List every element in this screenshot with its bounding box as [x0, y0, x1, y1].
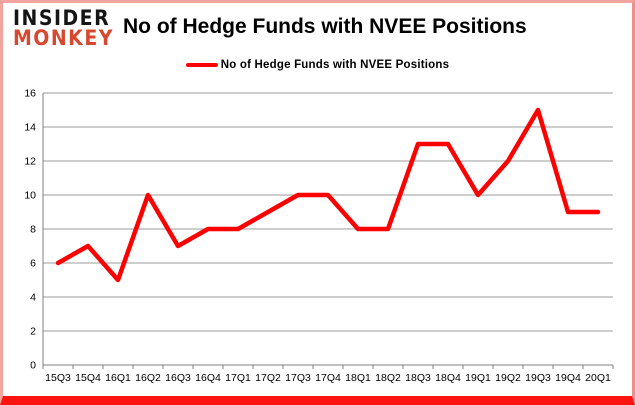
x-axis-tick-label: 16Q2 [135, 372, 161, 384]
y-axis-tick-label: 8 [30, 224, 36, 236]
x-axis-tick-label: 18Q4 [435, 372, 461, 384]
y-axis-tick-label: 10 [24, 190, 36, 202]
y-axis-tick-label: 4 [30, 292, 36, 304]
series-line [55, 107, 601, 283]
x-axis-tick-label: 18Q1 [345, 372, 371, 384]
y-axis-tick-label: 0 [30, 360, 36, 372]
x-axis-tick-label: 15Q4 [75, 372, 101, 384]
x-axis-tick-label: 16Q4 [195, 372, 221, 384]
x-axis-tick-label: 18Q3 [405, 372, 431, 384]
y-axis-tick-label: 2 [30, 326, 36, 338]
insider-monkey-logo: INSIDER MONKEY [13, 6, 114, 50]
x-axis-tick-label: 17Q3 [285, 372, 311, 384]
x-axis-tick-label: 19Q2 [495, 372, 521, 384]
x-axis-tick-label: 16Q1 [105, 372, 131, 384]
y-axis-tick-label: 6 [30, 258, 36, 270]
x-axis-tick-label: 17Q2 [255, 372, 281, 384]
x-axis-tick-label: 16Q3 [165, 372, 191, 384]
chart-plot-area: 0 2 4 6 8 10 12 14 16 15Q3 15Q4 16Q1 16Q2 16Q3 16Q4 17Q… [24, 88, 614, 384]
legend-label: No of Hedge Funds with NVEE Positions [220, 59, 450, 71]
logo-line-monkey: MONKEY [13, 25, 114, 50]
y-axis-tick-label: 14 [24, 122, 36, 134]
x-axis-tick-label: 15Q3 [45, 372, 71, 384]
y-axis-tick-label: 16 [24, 88, 36, 100]
x-axis-tick-label: 19Q1 [465, 372, 491, 384]
y-axis-tick-label: 12 [24, 156, 36, 168]
chart-legend: No of Hedge Funds with NVEE Positions [3, 59, 632, 71]
x-axis-tick-label: 18Q2 [375, 372, 401, 384]
x-axis-tick-label: 20Q1 [585, 372, 611, 384]
x-axis-tick-label: 19Q4 [555, 372, 581, 384]
legend-line-swatch-icon [185, 63, 218, 67]
x-axis-tick-label: 19Q3 [525, 372, 551, 384]
logo-line-insider: INSIDER [13, 6, 111, 30]
x-axis-tick-label: 17Q4 [315, 372, 341, 384]
x-axis-tick-label: 17Q1 [225, 372, 251, 384]
chart-title: No of Hedge Funds with NVEE Positions [123, 15, 527, 38]
